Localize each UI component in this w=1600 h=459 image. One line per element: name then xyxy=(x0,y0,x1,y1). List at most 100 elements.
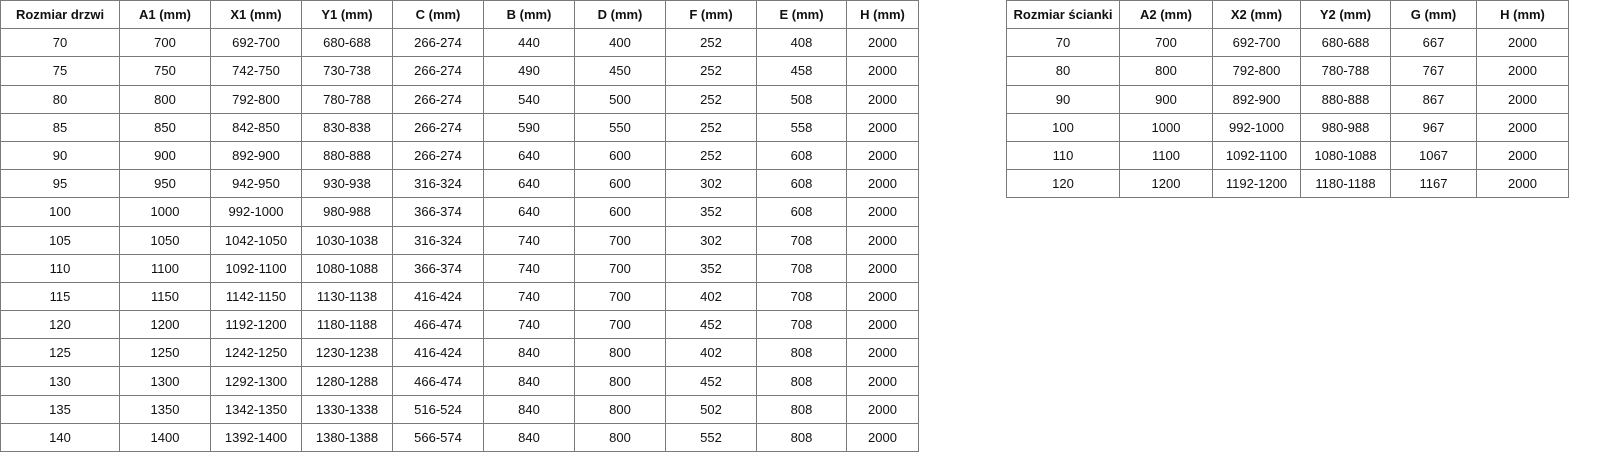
table-cell: 1180-1188 xyxy=(1300,169,1391,199)
table-row: 80 800 792-800 780-788 266-274 540 500 252 508 20… xyxy=(0,84,919,114)
column-header: A1 (mm) xyxy=(119,0,211,30)
table-cell: 516-524 xyxy=(392,394,484,424)
table-cell: 708 xyxy=(756,281,847,312)
table-cell: 252 xyxy=(665,56,757,86)
table-cell: 840 xyxy=(483,394,575,424)
table-cell: 700 xyxy=(119,28,211,58)
table-cell: 1142-1150 xyxy=(210,281,302,312)
table-cell: 266-274 xyxy=(392,56,484,86)
table-cell: 252 xyxy=(665,140,757,171)
table-cell: 792-800 xyxy=(210,84,302,114)
table-cell: 2000 xyxy=(846,169,919,199)
table-cell: 800 xyxy=(574,366,666,396)
table-cell: 600 xyxy=(574,169,666,199)
table-cell: 767 xyxy=(1390,56,1477,86)
table-row: 130 1300 1292-1300 1280-1288 466-474 840 800 45… xyxy=(0,366,919,396)
table-cell: 125 xyxy=(0,338,120,368)
table-cell: 808 xyxy=(756,366,847,396)
table-cell: 700 xyxy=(574,225,666,255)
table-cell: 452 xyxy=(665,366,757,396)
table-cell: 680-688 xyxy=(301,28,393,58)
table-cell: 800 xyxy=(574,394,666,424)
table-cell: 950 xyxy=(119,169,211,199)
table-cell: 1067 xyxy=(1390,140,1477,171)
table-cell: 1000 xyxy=(1119,112,1213,142)
table-cell: 708 xyxy=(756,310,847,340)
table-cell: 590 xyxy=(483,112,575,142)
table-cell: 1150 xyxy=(119,281,211,312)
table-cell: 730-738 xyxy=(301,56,393,86)
table-cell: 316-324 xyxy=(392,225,484,255)
column-header: F (mm) xyxy=(665,0,757,30)
table-cell: 140 xyxy=(0,422,120,453)
table-cell: 135 xyxy=(0,394,120,424)
table-cell: 252 xyxy=(665,84,757,114)
table-cell: 980-988 xyxy=(1300,112,1391,142)
table-cell: 1050 xyxy=(119,225,211,255)
table-cell: 105 xyxy=(0,225,120,255)
table-cell: 266-274 xyxy=(392,84,484,114)
table-cell: 692-700 xyxy=(210,28,302,58)
table-cell: 2000 xyxy=(846,56,919,86)
table-cell: 466-474 xyxy=(392,310,484,340)
table-cell: 1330-1338 xyxy=(301,394,393,424)
table-cell: 2000 xyxy=(1476,84,1569,114)
table-cell: 1192-1200 xyxy=(1212,169,1301,199)
table-cell: 1200 xyxy=(1119,169,1213,199)
table-cell: 808 xyxy=(756,422,847,453)
table-row: 95 950 942-950 930-938 316-324 640 600 302 608 20… xyxy=(0,169,919,199)
table-cell: 452 xyxy=(665,310,757,340)
column-header: H (mm) xyxy=(1476,0,1569,30)
table-cell: 266-274 xyxy=(392,28,484,58)
table-cell: 830-838 xyxy=(301,112,393,142)
column-header: Y1 (mm) xyxy=(301,0,393,30)
table-cell: 416-424 xyxy=(392,281,484,312)
table-cell: 792-800 xyxy=(1212,56,1301,86)
table-cell: 2000 xyxy=(846,310,919,340)
table-cell: 1080-1088 xyxy=(301,253,393,283)
table-cell: 2000 xyxy=(846,197,919,227)
table-row: 85 850 842-850 830-838 266-274 590 550 252 558 20… xyxy=(0,112,919,142)
column-header: X2 (mm) xyxy=(1212,0,1301,30)
table-cell: 130 xyxy=(0,366,120,396)
table-cell: 700 xyxy=(574,310,666,340)
table-cell: 2000 xyxy=(846,366,919,396)
table-row: 100 1000 992-1000 980-988 366-374 640 600 352 60… xyxy=(0,197,919,227)
table-cell: 552 xyxy=(665,422,757,453)
table-cell: 502 xyxy=(665,394,757,424)
table-cell: 867 xyxy=(1390,84,1477,114)
table-cell: 892-900 xyxy=(1212,84,1301,114)
table-cell: 80 xyxy=(1006,56,1120,86)
table-cell: 252 xyxy=(665,28,757,58)
table-cell: 2000 xyxy=(1476,169,1569,199)
table-cell: 1342-1350 xyxy=(210,394,302,424)
column-header: D (mm) xyxy=(574,0,666,30)
header-row: Rozmiar drzwi A1 (mm) X1 (mm) Y1 (mm) C (mm)… xyxy=(0,0,919,30)
table-cell: 708 xyxy=(756,225,847,255)
table-cell: 780-788 xyxy=(1300,56,1391,86)
table-row: 75 750 742-750 730-738 266-274 490 450 252 458 20… xyxy=(0,56,919,86)
table-cell: 316-324 xyxy=(392,169,484,199)
table-row: 90 900 892-900 880-888 867 2000 xyxy=(1006,84,1569,114)
column-header: X1 (mm) xyxy=(210,0,302,30)
table-cell: 1167 xyxy=(1390,169,1477,199)
table-cell: 408 xyxy=(756,28,847,58)
table-cell: 1230-1238 xyxy=(301,338,393,368)
table-cell: 252 xyxy=(665,112,757,142)
table-cell: 880-888 xyxy=(301,140,393,171)
table-cell: 458 xyxy=(756,56,847,86)
table-cell: 750 xyxy=(119,56,211,86)
column-header: A2 (mm) xyxy=(1119,0,1213,30)
column-header: Rozmiar ścianki xyxy=(1006,0,1120,30)
table-cell: 366-374 xyxy=(392,197,484,227)
table-cell: 1392-1400 xyxy=(210,422,302,453)
table-cell: 120 xyxy=(1006,169,1120,199)
table-cell: 1000 xyxy=(119,197,211,227)
table-cell: 120 xyxy=(0,310,120,340)
table-cell: 1092-1100 xyxy=(1212,140,1301,171)
table-cell: 302 xyxy=(665,169,757,199)
table-cell: 842-850 xyxy=(210,112,302,142)
table-cell: 1250 xyxy=(119,338,211,368)
table-cell: 850 xyxy=(119,112,211,142)
table-cell: 1300 xyxy=(119,366,211,396)
